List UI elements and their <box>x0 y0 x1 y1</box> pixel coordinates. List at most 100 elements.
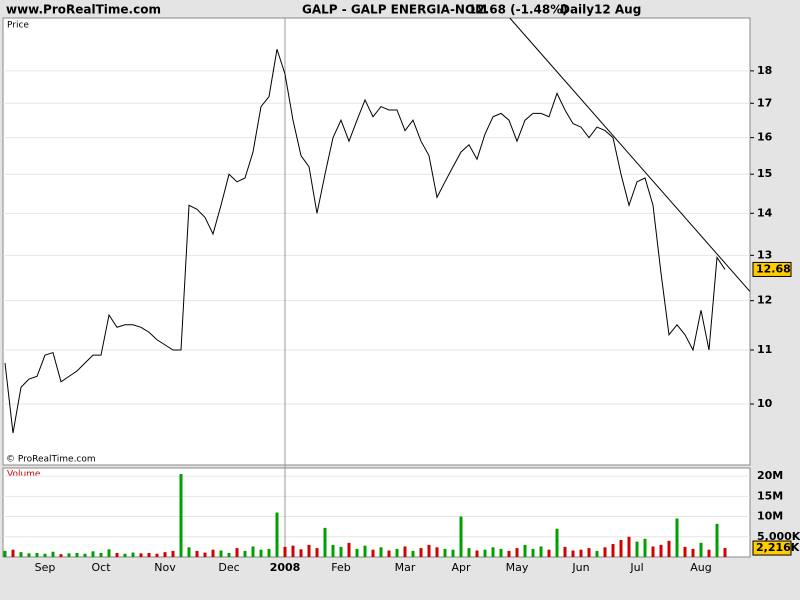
volume-bar <box>515 548 519 557</box>
volume-bar <box>459 516 463 557</box>
volume-bar <box>131 552 135 557</box>
volume-bar <box>99 552 103 557</box>
y-tick-label: 15M <box>757 489 783 502</box>
volume-bar <box>155 553 159 557</box>
y-tick-label: 17 <box>757 96 772 109</box>
volume-bar <box>451 549 455 557</box>
x-tick-label: Nov <box>154 561 176 574</box>
trendline <box>509 17 751 292</box>
instrument-title: GALP - GALP ENERGIA-NOM <box>302 3 487 17</box>
volume-bar <box>659 544 663 557</box>
x-tick-label: May <box>506 561 529 574</box>
volume-bar <box>67 553 71 557</box>
volume-bar <box>667 540 671 557</box>
volume-bar <box>643 538 647 557</box>
volume-bar <box>651 546 655 557</box>
volume-bar <box>363 545 367 557</box>
volume-bar <box>707 549 711 557</box>
volume-bar <box>467 548 471 557</box>
volume-bar <box>387 550 391 557</box>
period: Daily <box>560 3 594 17</box>
volume-bar <box>507 550 511 557</box>
volume-bar <box>619 540 623 557</box>
x-tick-label: Jul <box>629 561 643 574</box>
volume-bar <box>267 548 271 557</box>
volume-bar <box>115 552 119 557</box>
volume-bar <box>603 547 607 557</box>
volume-bar <box>147 552 151 557</box>
volume-bar <box>43 553 47 557</box>
x-tick-label: Mar <box>395 561 416 574</box>
volume-bar <box>35 552 39 557</box>
volume-bar <box>283 546 287 557</box>
volume-bar <box>611 544 615 557</box>
volume-bar <box>27 553 31 557</box>
volume-bar <box>163 552 167 557</box>
volume-bar <box>483 549 487 557</box>
x-tick-label: Apr <box>451 561 471 574</box>
volume-bar <box>3 550 7 557</box>
price-label: Price <box>7 21 29 31</box>
volume-bar <box>331 544 335 557</box>
y-tick-label: 12 <box>757 294 772 307</box>
volume-bar <box>635 541 639 557</box>
x-tick-label: Jun <box>571 561 589 574</box>
volume-bar <box>251 546 255 557</box>
volume-bar <box>595 550 599 557</box>
volume-bar <box>219 550 223 557</box>
volume-bar <box>403 546 407 557</box>
y-tick-label: 14 <box>757 206 773 219</box>
x-tick-label: Aug <box>690 561 711 574</box>
volume-bar <box>203 552 207 557</box>
volume-bar <box>579 549 583 557</box>
volume-bar <box>51 551 55 557</box>
volume-bar <box>547 549 551 557</box>
volume-bar <box>555 528 559 557</box>
volume-bar <box>179 474 183 557</box>
volume-bar <box>91 551 95 557</box>
volume-bar <box>339 546 343 557</box>
x-tick-label: 2008 <box>270 561 301 574</box>
volume-bar <box>427 544 431 557</box>
volume-bar <box>395 548 399 557</box>
x-tick-label: Dec <box>218 561 239 574</box>
volume-bar <box>683 546 687 557</box>
volume-bar <box>715 523 719 557</box>
volume-bar <box>499 548 503 557</box>
price-line <box>4 49 726 434</box>
y-tick-label: 20M <box>757 469 783 482</box>
volume-bar <box>539 546 543 557</box>
volume-bar <box>59 554 63 557</box>
volume-bar <box>323 527 327 557</box>
volume-bar <box>627 536 631 557</box>
volume-bar <box>315 548 319 557</box>
volume-bar <box>211 549 215 557</box>
volume-bar <box>139 553 143 557</box>
volume-bar <box>675 518 679 557</box>
volume-bar <box>379 547 383 557</box>
y-tick-label: 11 <box>757 343 772 356</box>
volume-bar <box>699 542 703 557</box>
volume-bar <box>723 548 727 557</box>
y-tick-label: 18 <box>757 64 772 77</box>
price-panel <box>2 17 751 466</box>
volume-label: Volume <box>7 470 41 480</box>
volume-bar <box>243 550 247 557</box>
x-tick-label: Oct <box>91 561 111 574</box>
y-tick-label: 5,000K <box>757 530 800 543</box>
current-badge <box>752 261 792 277</box>
current-label: 12.68 <box>756 262 791 275</box>
volume-bar <box>411 550 415 557</box>
current-badge <box>752 540 792 556</box>
y-tick-label: 16 <box>757 131 773 144</box>
x-tick-label: Sep <box>35 561 56 574</box>
y-tick-label: 10 <box>757 397 773 410</box>
volume-bar <box>19 552 23 557</box>
y-tick-label: 15 <box>757 167 772 180</box>
x-tick-label: Feb <box>331 561 350 574</box>
volume-bar <box>371 549 375 557</box>
y-tick-label: 10M <box>757 510 783 523</box>
volume-bar <box>563 546 567 557</box>
volume-bar <box>299 549 303 557</box>
